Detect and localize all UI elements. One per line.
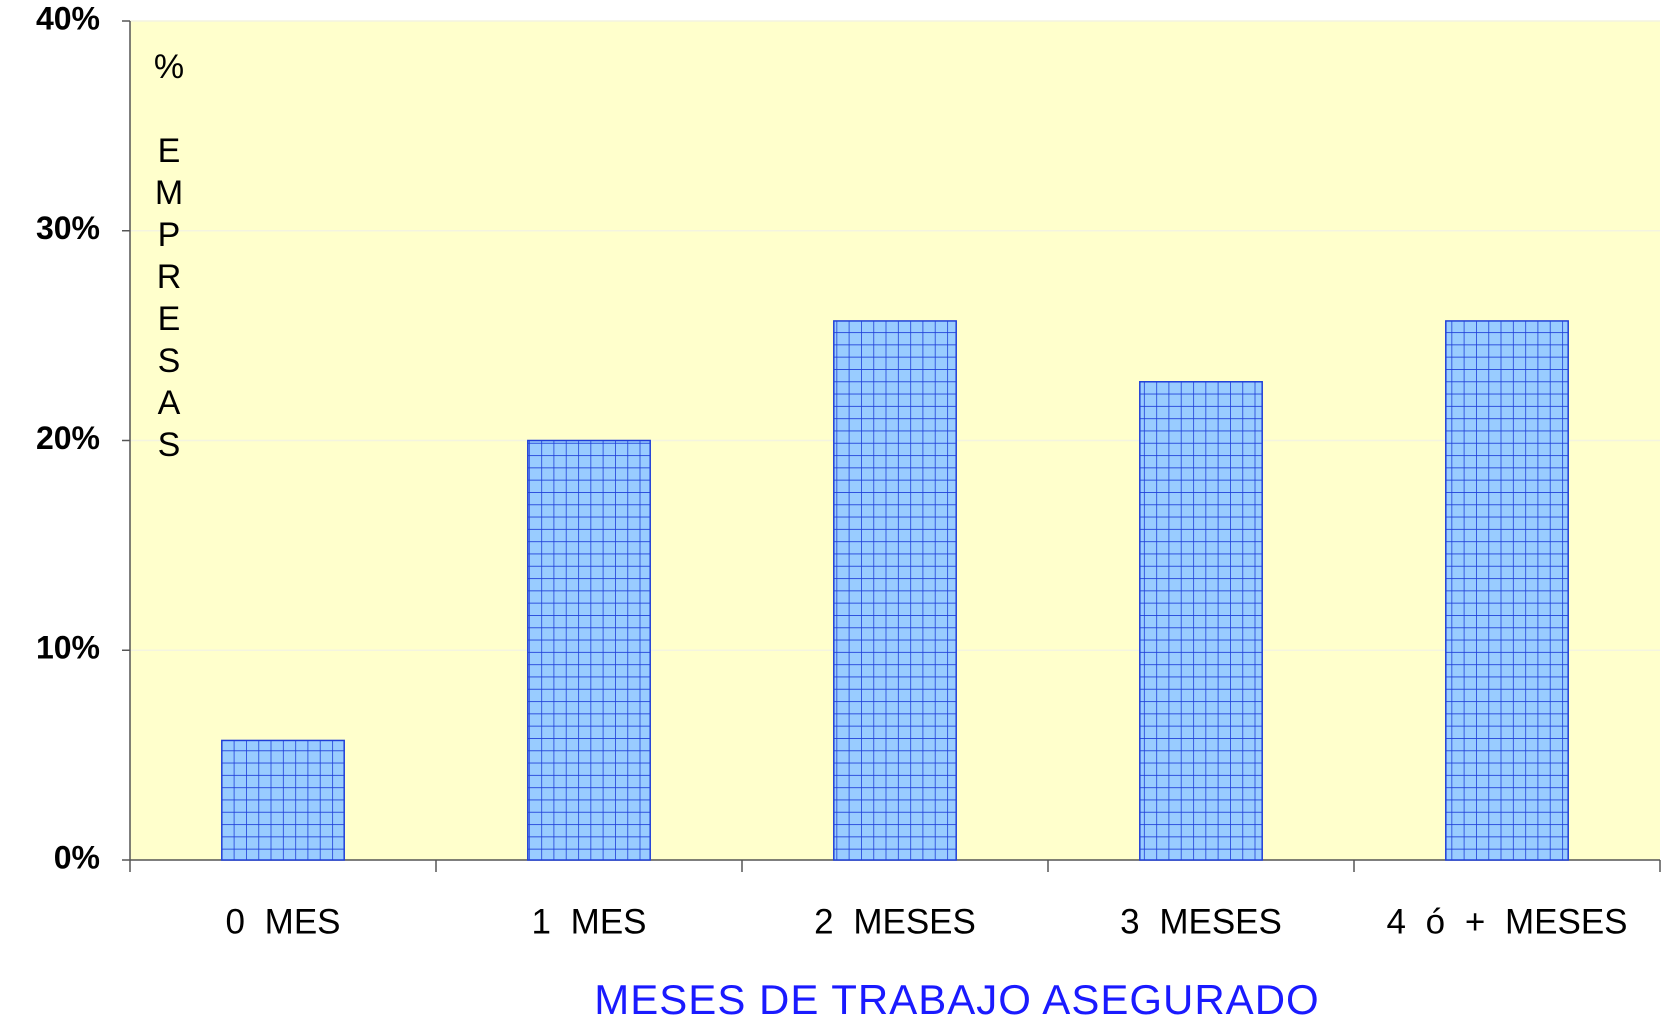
x-tick-label: 3 MESES <box>1120 902 1282 941</box>
x-tick-label: 1 MES <box>531 902 646 941</box>
bar <box>833 320 957 861</box>
y-tick-label: 0% <box>54 839 100 875</box>
y-axis-title: % EMPRESAS <box>150 48 188 468</box>
bar <box>221 739 345 861</box>
x-tick-label: 2 MESES <box>814 902 976 941</box>
y-tick-label: 10% <box>36 630 100 666</box>
y-tick-label: 40% <box>36 0 100 36</box>
bar <box>1139 381 1263 861</box>
y-tick-label: 20% <box>36 420 100 456</box>
y-tick-label: 30% <box>36 210 100 246</box>
x-axis-title: MESES DE TRABAJO ASEGURADO <box>594 976 1319 1023</box>
bar <box>1445 320 1569 861</box>
x-tick-label: 0 MES <box>225 902 340 941</box>
x-tick-label: 4 ó + MESES <box>1386 902 1627 941</box>
bar <box>527 439 651 861</box>
